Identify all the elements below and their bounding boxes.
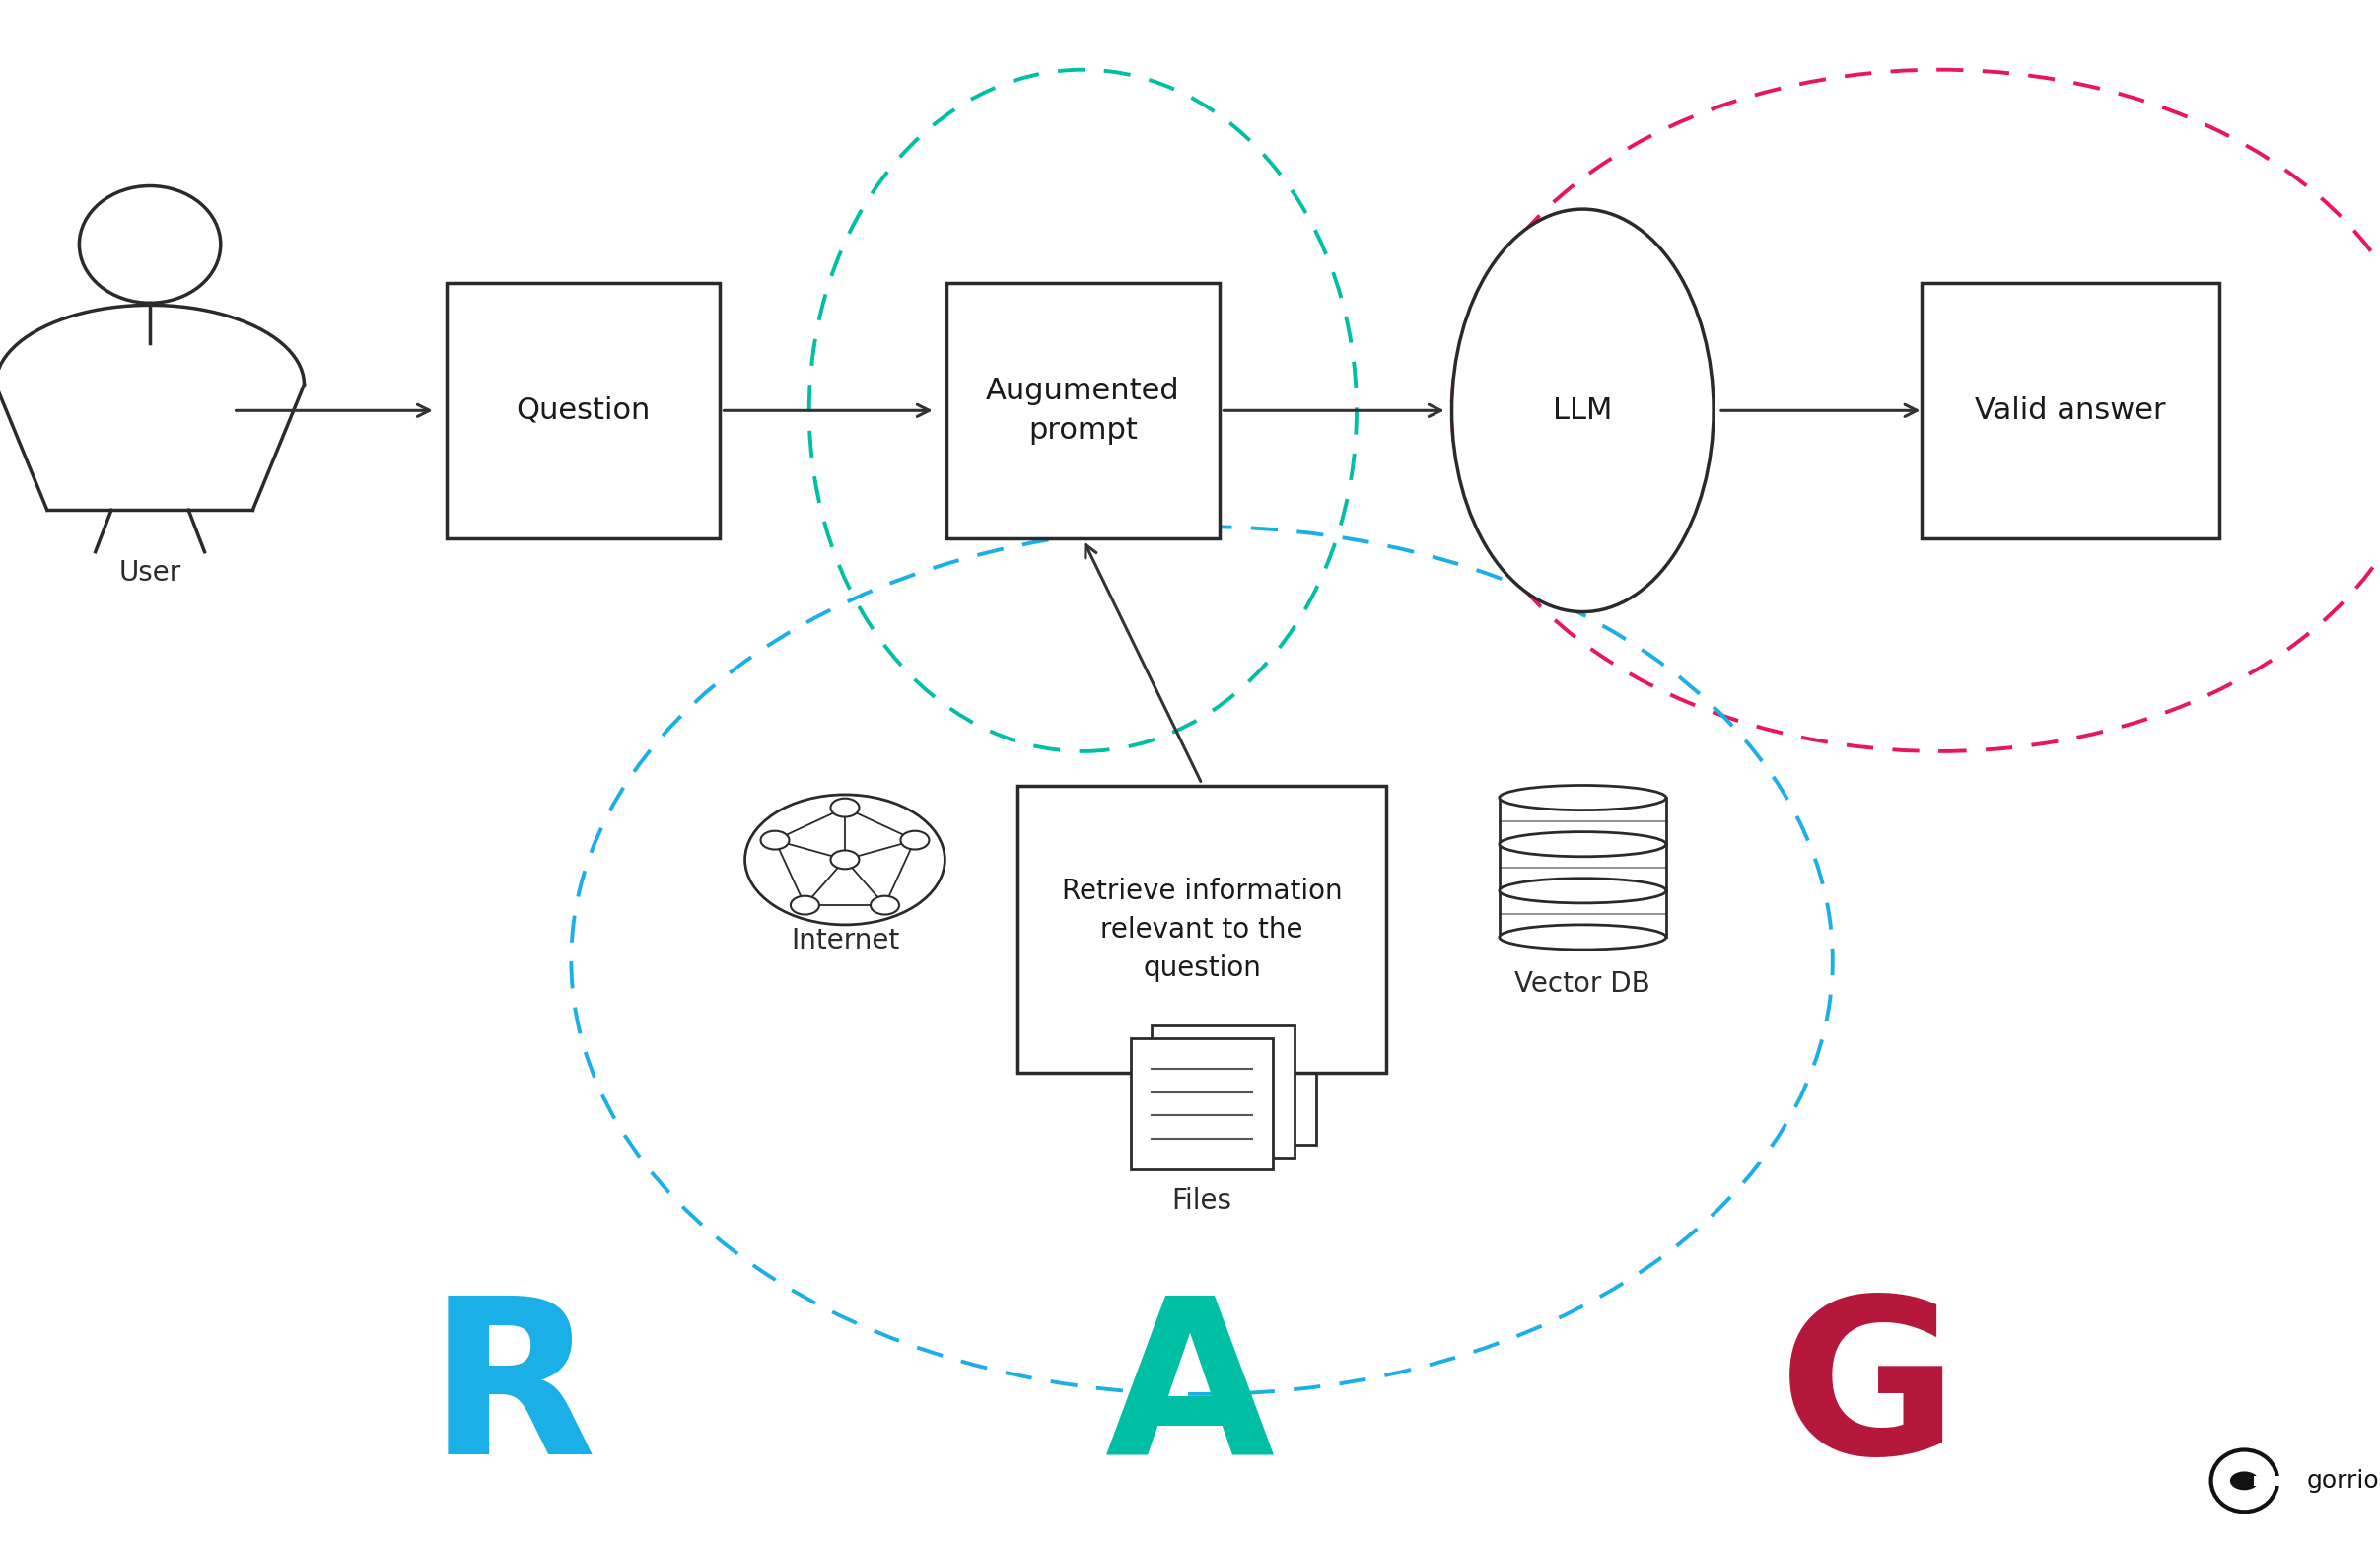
- Text: Vector DB: Vector DB: [1514, 970, 1652, 998]
- FancyBboxPatch shape: [947, 283, 1221, 539]
- FancyBboxPatch shape: [1152, 1025, 1295, 1157]
- FancyBboxPatch shape: [1923, 283, 2218, 539]
- Circle shape: [871, 895, 900, 914]
- FancyBboxPatch shape: [1130, 1038, 1273, 1169]
- Ellipse shape: [1499, 925, 1666, 950]
- Ellipse shape: [1499, 785, 1666, 810]
- Circle shape: [831, 850, 859, 869]
- Text: User: User: [119, 559, 181, 587]
- Text: Retrieve information
relevant to the
question: Retrieve information relevant to the que…: [1061, 877, 1342, 982]
- Text: Augumented
prompt: Augumented prompt: [985, 376, 1180, 445]
- Text: G: G: [1778, 1289, 1959, 1499]
- Text: Question: Question: [516, 397, 650, 424]
- FancyBboxPatch shape: [2254, 1476, 2282, 1485]
- FancyBboxPatch shape: [447, 283, 719, 539]
- Text: LLM: LLM: [1552, 397, 1614, 424]
- Circle shape: [762, 830, 790, 849]
- FancyBboxPatch shape: [1499, 844, 1666, 891]
- FancyBboxPatch shape: [1499, 798, 1666, 844]
- Ellipse shape: [1499, 878, 1666, 903]
- Text: A: A: [1104, 1289, 1276, 1499]
- FancyBboxPatch shape: [1016, 787, 1385, 1073]
- Text: gorrion: gorrion: [2306, 1468, 2380, 1493]
- Text: R: R: [428, 1289, 595, 1499]
- Circle shape: [2230, 1472, 2259, 1490]
- Ellipse shape: [1499, 832, 1666, 857]
- Circle shape: [790, 895, 819, 914]
- Text: Valid answer: Valid answer: [1975, 397, 2166, 424]
- Circle shape: [900, 830, 928, 849]
- Text: Internet: Internet: [790, 926, 900, 954]
- Text: Files: Files: [1171, 1187, 1233, 1214]
- Circle shape: [831, 798, 859, 816]
- FancyBboxPatch shape: [1173, 1013, 1316, 1145]
- FancyBboxPatch shape: [1499, 891, 1666, 937]
- Ellipse shape: [1452, 209, 1714, 612]
